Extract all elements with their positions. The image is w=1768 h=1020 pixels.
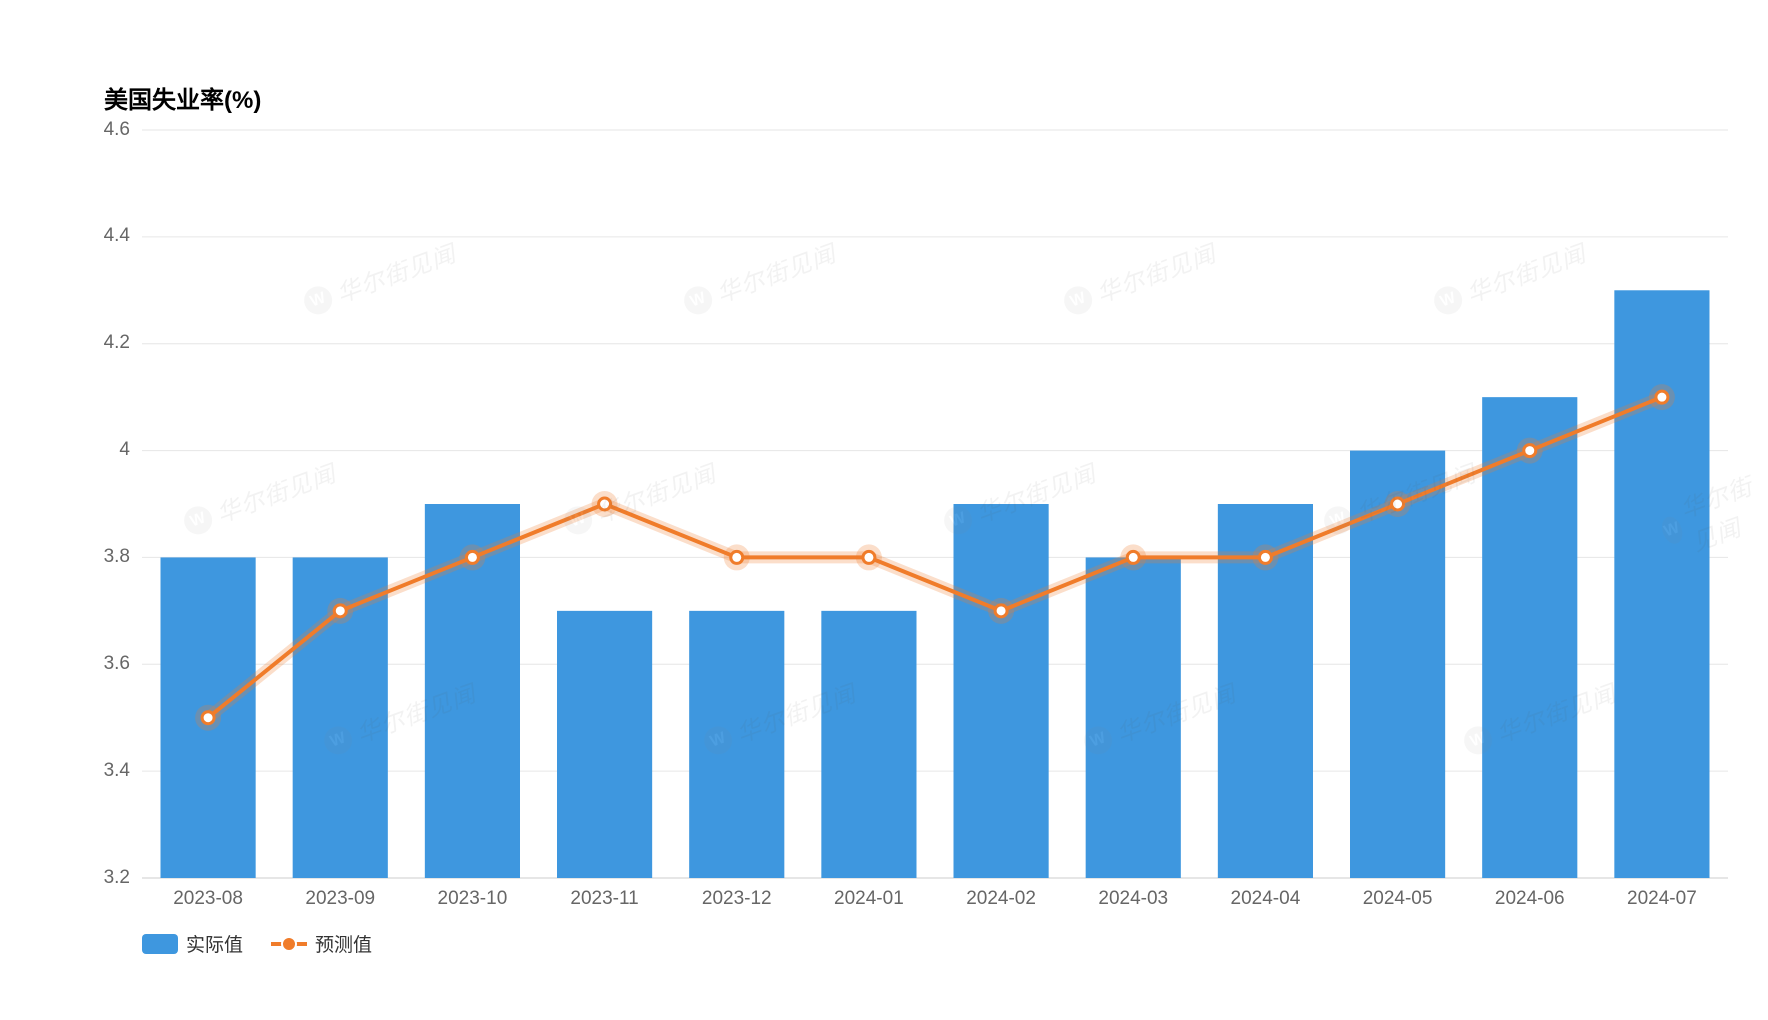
y-tick-label: 3.4 xyxy=(104,760,130,782)
x-tick-label: 2024-06 xyxy=(1495,888,1565,910)
y-tick-label: 4.2 xyxy=(104,332,130,354)
legend-swatch-bar xyxy=(142,934,178,954)
y-tick-label: 4.4 xyxy=(104,225,130,247)
x-tick-label: 2023-11 xyxy=(570,888,638,910)
x-tick-label: 2024-05 xyxy=(1363,888,1433,910)
legend-item: 实际值 xyxy=(142,930,243,957)
x-tick-label: 2024-04 xyxy=(1231,888,1301,910)
x-tick-label: 2023-09 xyxy=(305,888,375,910)
legend-label: 实际值 xyxy=(186,930,243,957)
legend-swatch-line xyxy=(271,942,307,946)
chart-legend: 实际值 预测值 xyxy=(142,930,392,957)
y-tick-label: 3.2 xyxy=(104,867,130,889)
y-tick-label: 3.6 xyxy=(104,653,130,675)
legend-label: 预测值 xyxy=(315,930,372,957)
y-tick-label: 4.6 xyxy=(104,119,130,141)
y-tick-label: 3.8 xyxy=(104,546,130,568)
chart-plot xyxy=(0,0,1768,1020)
x-tick-label: 2024-02 xyxy=(966,888,1036,910)
x-tick-label: 2024-01 xyxy=(834,888,904,910)
x-tick-label: 2023-08 xyxy=(173,888,243,910)
x-tick-label: 2023-10 xyxy=(438,888,508,910)
x-tick-label: 2024-03 xyxy=(1098,888,1168,910)
x-tick-label: 2023-12 xyxy=(702,888,772,910)
x-tick-label: 2024-07 xyxy=(1627,888,1697,910)
y-tick-label: 4 xyxy=(119,439,130,461)
legend-item: 预测值 xyxy=(271,930,372,957)
